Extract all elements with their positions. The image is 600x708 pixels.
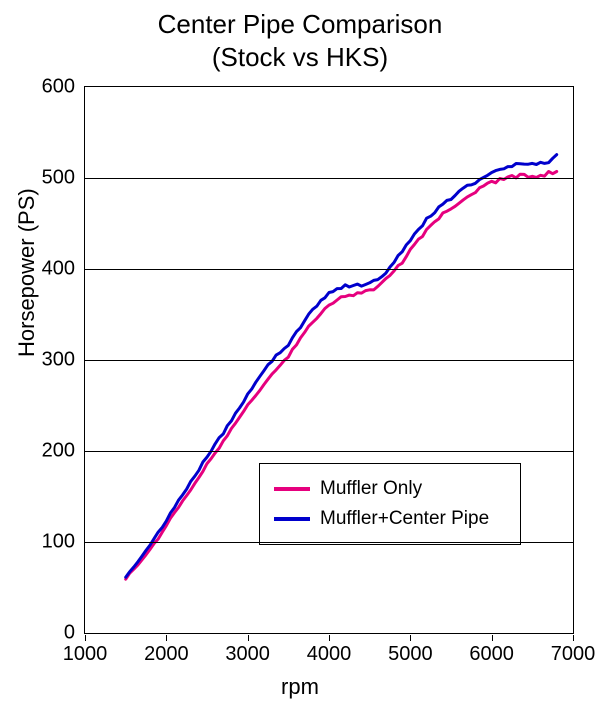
legend: Muffler Only Muffler+Center Pipe xyxy=(259,463,521,545)
gridline xyxy=(85,451,573,452)
chart-container: Center Pipe Comparison (Stock vs HKS) Ho… xyxy=(0,0,600,708)
x-tick-label: 3000 xyxy=(225,643,270,666)
gridline xyxy=(85,542,573,543)
x-tick-mark xyxy=(85,635,86,641)
x-tick-mark xyxy=(492,635,493,641)
x-tick-mark xyxy=(573,635,574,641)
x-tick-label: 1000 xyxy=(63,643,108,666)
x-tick-mark xyxy=(329,635,330,641)
x-tick-label: 5000 xyxy=(388,643,433,666)
y-axis-label: Horsepower (PS) xyxy=(14,188,40,357)
x-tick-mark xyxy=(166,635,167,641)
chart-title-line2: (Stock vs HKS) xyxy=(212,42,388,72)
chart-title: Center Pipe Comparison (Stock vs HKS) xyxy=(0,8,600,73)
y-tick-label: 500 xyxy=(42,167,75,190)
y-tick-label: 100 xyxy=(42,531,75,554)
x-tick-mark xyxy=(410,635,411,641)
x-tick-label: 2000 xyxy=(144,643,189,666)
x-axis-label: rpm xyxy=(281,674,319,700)
y-tick-label: 200 xyxy=(42,440,75,463)
y-tick-label: 600 xyxy=(42,76,75,99)
legend-label: Muffler Only xyxy=(320,478,422,500)
x-tick-label: 7000 xyxy=(551,643,596,666)
legend-label: Muffler+Center Pipe xyxy=(320,508,489,530)
x-tick-label: 6000 xyxy=(469,643,514,666)
gridline xyxy=(85,269,573,270)
y-tick-label: 400 xyxy=(42,258,75,281)
gridline xyxy=(85,360,573,361)
chart-title-line1: Center Pipe Comparison xyxy=(158,9,443,39)
x-tick-mark xyxy=(248,635,249,641)
y-tick-label: 0 xyxy=(64,622,75,645)
legend-item: Muffler Only xyxy=(274,474,506,504)
x-tick-label: 4000 xyxy=(307,643,352,666)
legend-swatch xyxy=(274,487,310,491)
y-tick-label: 300 xyxy=(42,349,75,372)
legend-item: Muffler+Center Pipe xyxy=(274,504,506,534)
gridline xyxy=(85,178,573,179)
plot-area: Muffler OnlyMuffler+Center Pipe 01002003… xyxy=(84,86,574,634)
legend-swatch xyxy=(274,517,310,521)
